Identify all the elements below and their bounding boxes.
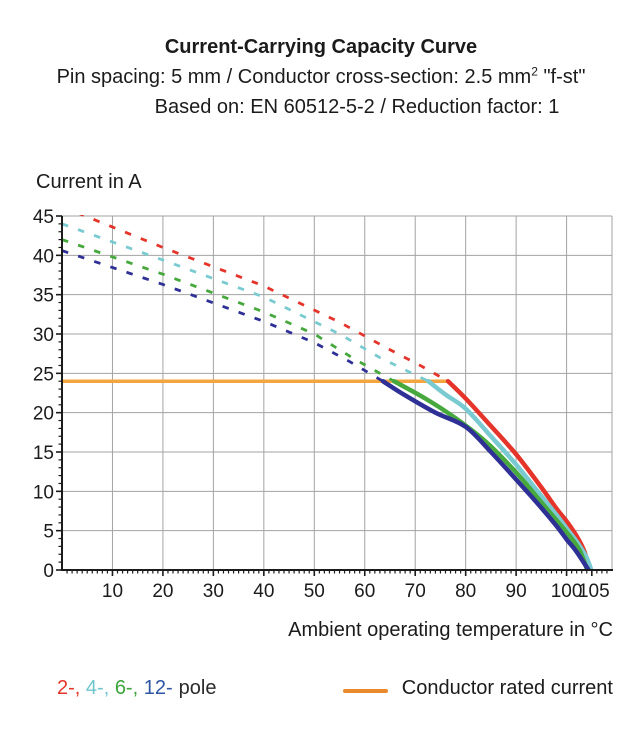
- x-tick-label: 50: [304, 581, 325, 602]
- x-tick-label: 40: [253, 581, 274, 602]
- legend-pole-item: 4-,: [85, 677, 115, 699]
- legend-pole-item: 12-: [143, 677, 173, 699]
- chart-subtitle-2: Based on: EN 60512-5-2 / Reduction facto…: [154, 96, 560, 118]
- solid-series: [380, 378, 594, 571]
- chart-title: Current-Carrying Capacity Curve: [164, 36, 478, 58]
- dashed-12-pole: [62, 249, 384, 383]
- y-tick-label: 20: [33, 404, 54, 425]
- ticks: [56, 215, 608, 576]
- y-tick-label: 30: [33, 325, 54, 346]
- y-tick-label: 5: [43, 522, 54, 543]
- y-tick-label: 45: [33, 207, 54, 228]
- legend-rated-label: Conductor rated current: [401, 677, 613, 699]
- dashed-series: [62, 215, 449, 383]
- x-tick-label: 80: [455, 581, 476, 602]
- dashed-2-pole: [79, 215, 449, 383]
- y-tick-label: 25: [33, 364, 54, 385]
- y-tick-label: 35: [33, 286, 54, 307]
- gridlines: [62, 215, 613, 570]
- y-tick-label: 15: [33, 443, 54, 464]
- legend-pole-item: 2-,: [57, 677, 86, 699]
- axes: [61, 216, 613, 571]
- x-axis-title: Ambient operating temperature in °C: [288, 619, 613, 641]
- legend-poles: 2-, 4-, 6-, 12- pole: [57, 677, 216, 700]
- y-tick-label: 10: [33, 482, 54, 503]
- x-tick-label: 10: [102, 581, 123, 602]
- x-tick-label: 105: [578, 581, 610, 602]
- legend-pole-items: 2-, 4-, 6-, 12-: [57, 677, 173, 699]
- x-tick-label: 30: [203, 581, 224, 602]
- chart-subtitle-1: Pin spacing: 5 mm / Conductor cross-sect…: [56, 64, 586, 89]
- x-tick-label: 20: [152, 581, 173, 602]
- dashed-6-pole: [62, 238, 395, 383]
- subtitle-1-post: "f-st": [537, 66, 586, 88]
- x-tick-label: 100: [551, 581, 583, 602]
- subtitle-1-pre: Pin spacing: 5 mm / Conductor cross-sect…: [56, 66, 532, 88]
- legend-pole-item: 6-,: [114, 677, 144, 699]
- subtitle-1-superscript: 2: [531, 64, 538, 79]
- x-tick-label: 70: [405, 581, 426, 602]
- y-tick-label: 40: [33, 246, 54, 267]
- y-axis-title: Current in A: [36, 171, 142, 193]
- solid-6-pole: [391, 378, 590, 571]
- solid-2-pole: [445, 378, 593, 571]
- dashed-4-pole: [62, 222, 429, 383]
- legend-pole-suffix: pole: [178, 677, 217, 699]
- rated-current-swatch: [343, 689, 388, 693]
- x-tick-label: 60: [354, 581, 375, 602]
- x-tick-label: 90: [506, 581, 527, 602]
- solid-12-pole: [380, 378, 591, 571]
- y-tick-label: 0: [43, 561, 54, 582]
